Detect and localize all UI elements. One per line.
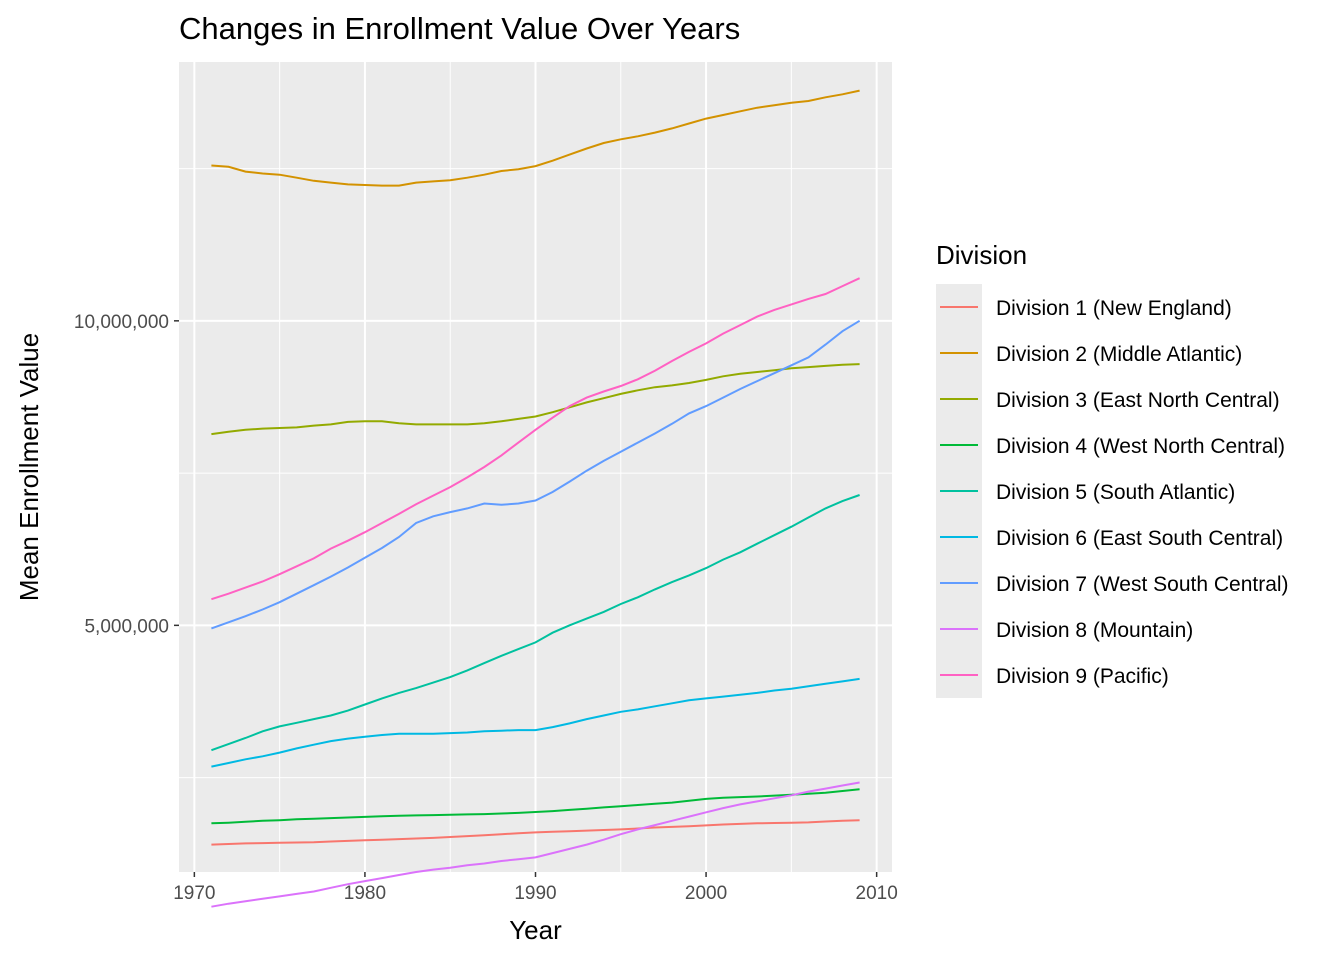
x-tick-label: 1980 [344,883,386,904]
series-line-2 [211,89,860,187]
series-line-4 [211,788,860,825]
legend: Division Division 1 (New England)Divisio… [936,240,1289,698]
major-gridlines [179,62,892,872]
y-axis-ticks: 5,000,000 10,000,000 [74,312,179,637]
y-tick-label: 5,000,000 [84,616,169,637]
x-axis-ticks: 1970 1980 1990 2000 2010 [173,872,898,904]
legend-label-4: Division 4 (West North Central) [996,435,1285,458]
series-line-8 [211,781,860,908]
series-line-7 [211,319,861,630]
legend-label-8: Division 8 (Mountain) [996,619,1193,642]
x-tick-label: 2000 [685,883,727,904]
series-lines [211,89,861,908]
series-line-1 [211,819,860,846]
legend-label-1: Division 1 (New England) [996,297,1232,320]
legend-label-2: Division 2 (Middle Atlantic) [996,343,1242,366]
legend-items: Division 1 (New England) Division 2 (Midd… [936,284,1289,698]
chart-title: Changes in Enrollment Value Over Years [179,11,740,46]
series-line-6 [211,677,860,768]
x-tick-label: 2010 [856,883,898,904]
legend-label-6: Division 6 (East South Central) [996,527,1283,550]
legend-title: Division [936,240,1027,270]
legend-label-7: Division 7 (West South Central) [996,573,1289,596]
series-line-9 [211,277,861,601]
legend-label-9: Division 9 (Pacific) [996,665,1169,688]
series-line-5 [211,494,860,752]
legend-label-3: Division 3 (East North Central) [996,389,1280,412]
x-tick-label: 1990 [514,883,556,904]
y-axis-title: Mean Enrollment Value [14,333,44,601]
y-tick-label: 10,000,000 [74,312,169,333]
legend-label-5: Division 5 (South Atlantic) [996,481,1235,504]
series-line-3 [211,363,860,436]
x-tick-label: 1970 [173,883,215,904]
x-axis-title: Year [509,915,562,945]
